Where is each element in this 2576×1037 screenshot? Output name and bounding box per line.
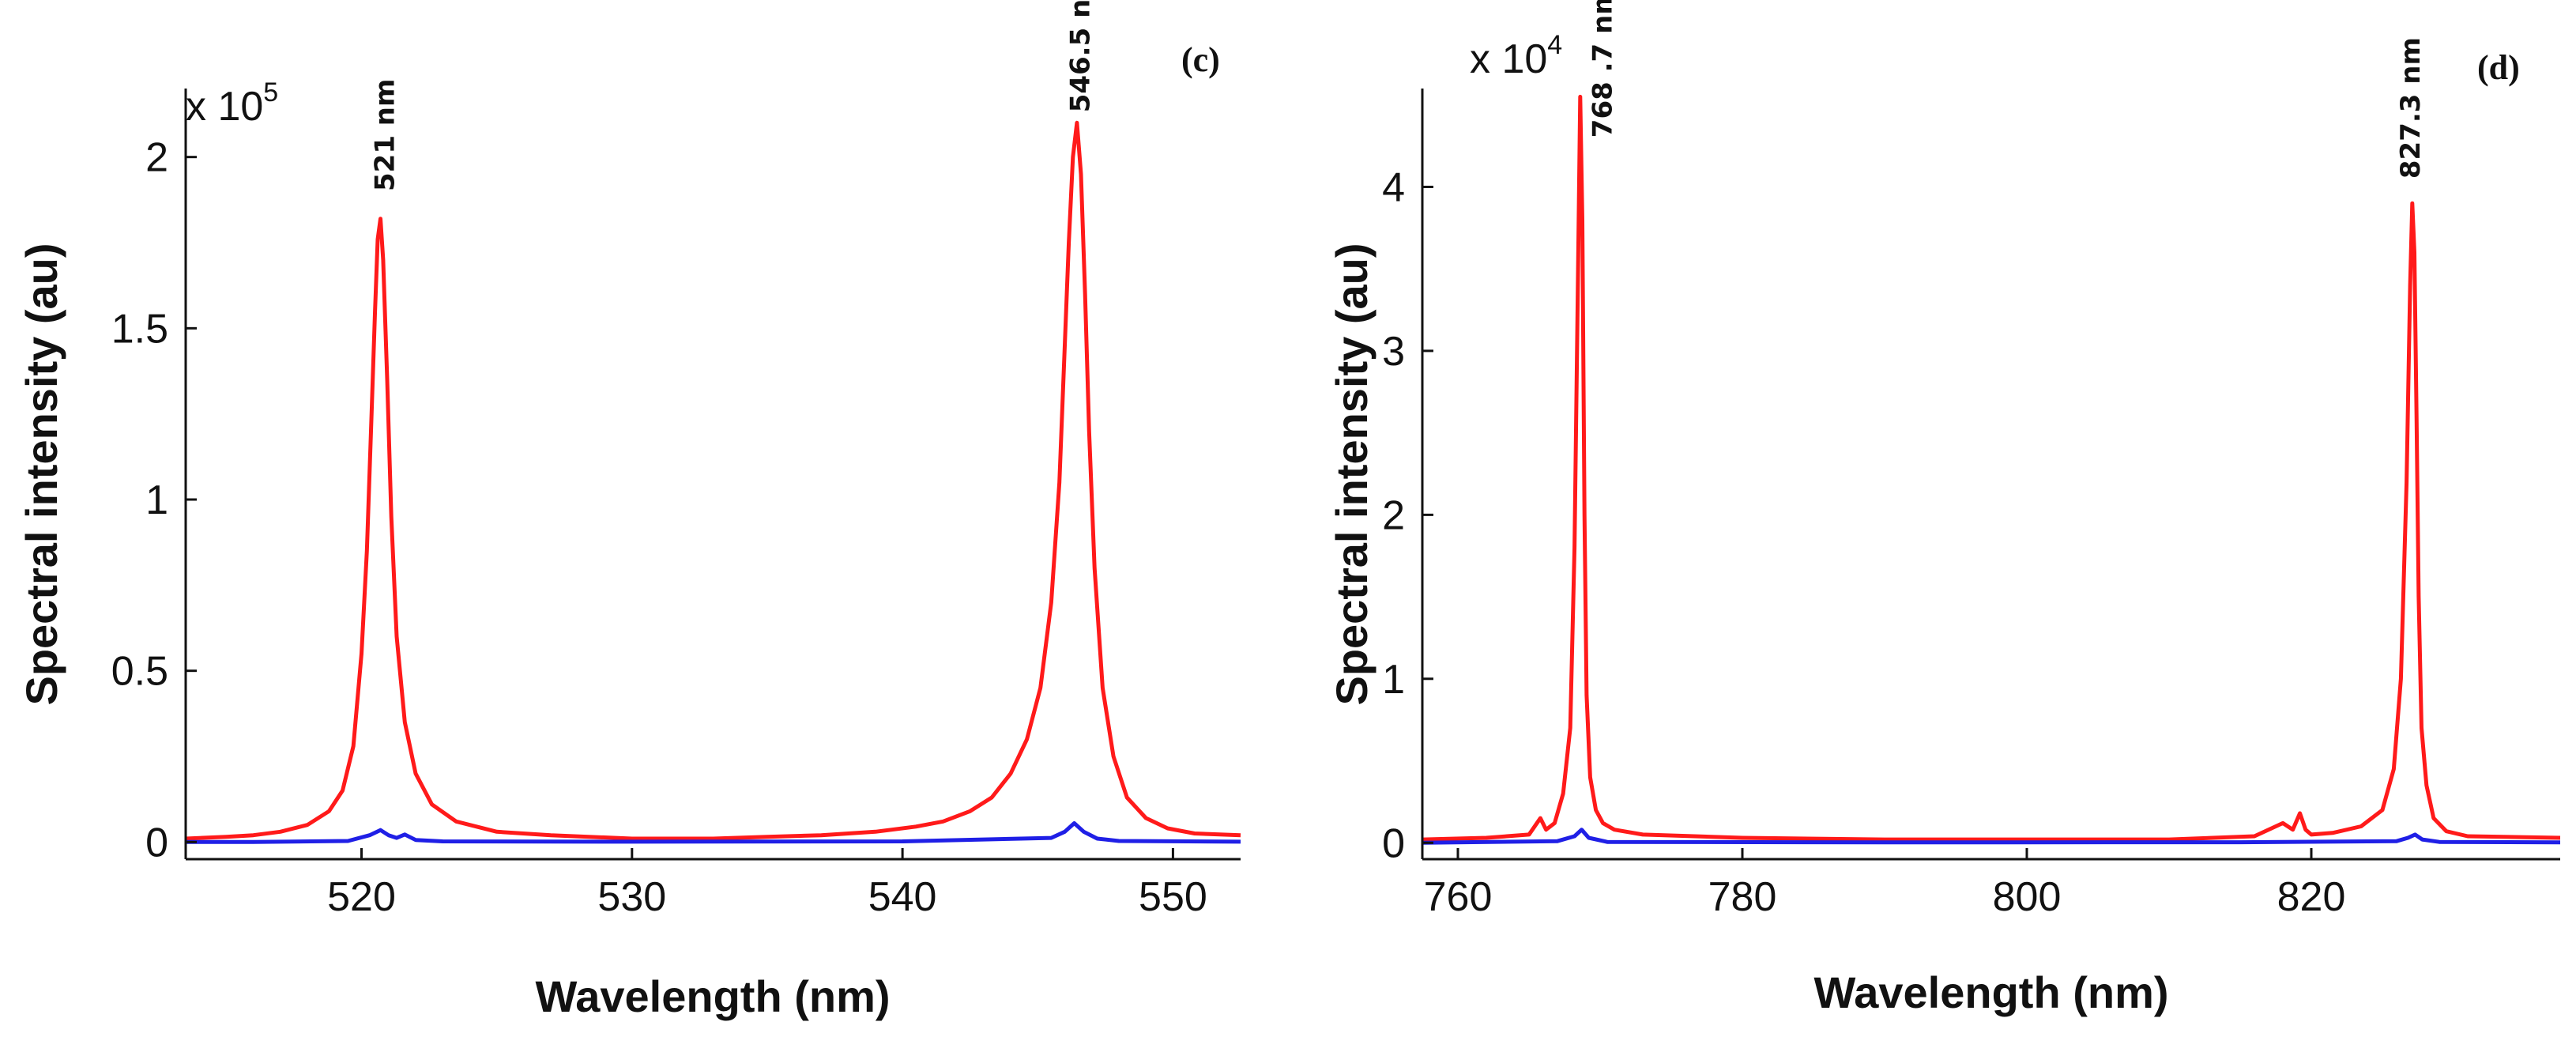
chart-c: 520 530 540 550 0 0.5 1 1.5 2 x 105 (c) Spectral… bbox=[17, 0, 1241, 1021]
y-tick-label: 1 bbox=[145, 477, 168, 523]
x-tick-label: 520 bbox=[327, 874, 396, 920]
x-tick-label: 540 bbox=[868, 874, 937, 920]
series-line-blue bbox=[1422, 828, 2561, 845]
peak-label: 768 .7 nm bbox=[1587, 0, 1618, 138]
annotation-group-d: 768 .7 nm 827.3 nm bbox=[1587, 0, 2426, 179]
series-line-blue bbox=[186, 821, 1241, 844]
peak-label: 546.5 nm bbox=[1064, 0, 1096, 112]
chart-d: 760 780 800 820 0 1 2 3 4 x 104 (d) Spectral int… bbox=[1327, 0, 2561, 1017]
exponent-label-c: x 105 bbox=[186, 77, 278, 130]
y-tick-label: 0.5 bbox=[111, 649, 168, 695]
series-group-c bbox=[185, 120, 1241, 844]
x-tick-label: 530 bbox=[597, 874, 666, 920]
x-tick-label: 780 bbox=[1708, 874, 1777, 920]
y-tick-label: 0 bbox=[145, 820, 168, 865]
y-tick-label: 2 bbox=[145, 135, 168, 181]
exponent-label-d: x 104 bbox=[1470, 30, 1562, 82]
y-axis-title-d: Spectral intensity (au) bbox=[1327, 243, 1377, 705]
series-line-red bbox=[185, 120, 1241, 841]
y-tick-label: 1 bbox=[1382, 657, 1405, 703]
tick-group-c: 520 530 540 550 0 0.5 1 1.5 2 bbox=[111, 135, 1207, 920]
panel-label-d: (d) bbox=[2477, 48, 2520, 87]
peak-label: 521 nm bbox=[370, 79, 401, 191]
y-tick-label: 1.5 bbox=[111, 306, 168, 352]
y-tick-label: 4 bbox=[1382, 164, 1405, 210]
x-tick-label: 550 bbox=[1139, 874, 1207, 920]
x-axis-title-c: Wavelength (nm) bbox=[535, 971, 890, 1021]
tick-group-d: 760 780 800 820 0 1 2 3 4 bbox=[1382, 164, 2345, 920]
x-axis-title-d: Wavelength (nm) bbox=[1813, 967, 2168, 1017]
series-line-red bbox=[1422, 94, 2561, 842]
y-tick-label: 0 bbox=[1382, 820, 1405, 866]
x-tick-label: 820 bbox=[2277, 874, 2346, 920]
peak-label: 827.3 nm bbox=[2395, 37, 2427, 179]
panel-label-c: (c) bbox=[1181, 40, 1220, 79]
series-group-d bbox=[1422, 94, 2561, 845]
y-tick-label: 3 bbox=[1382, 329, 1405, 375]
y-tick-label: 2 bbox=[1382, 492, 1405, 538]
annotation-group-c: 521 nm 546.5 nm bbox=[370, 0, 1097, 191]
x-tick-label: 760 bbox=[1424, 874, 1493, 920]
x-tick-label: 800 bbox=[1993, 874, 2062, 920]
plot-area-d bbox=[1422, 89, 2560, 859]
y-axis-title-c: Spectral intensity (au) bbox=[17, 243, 66, 705]
